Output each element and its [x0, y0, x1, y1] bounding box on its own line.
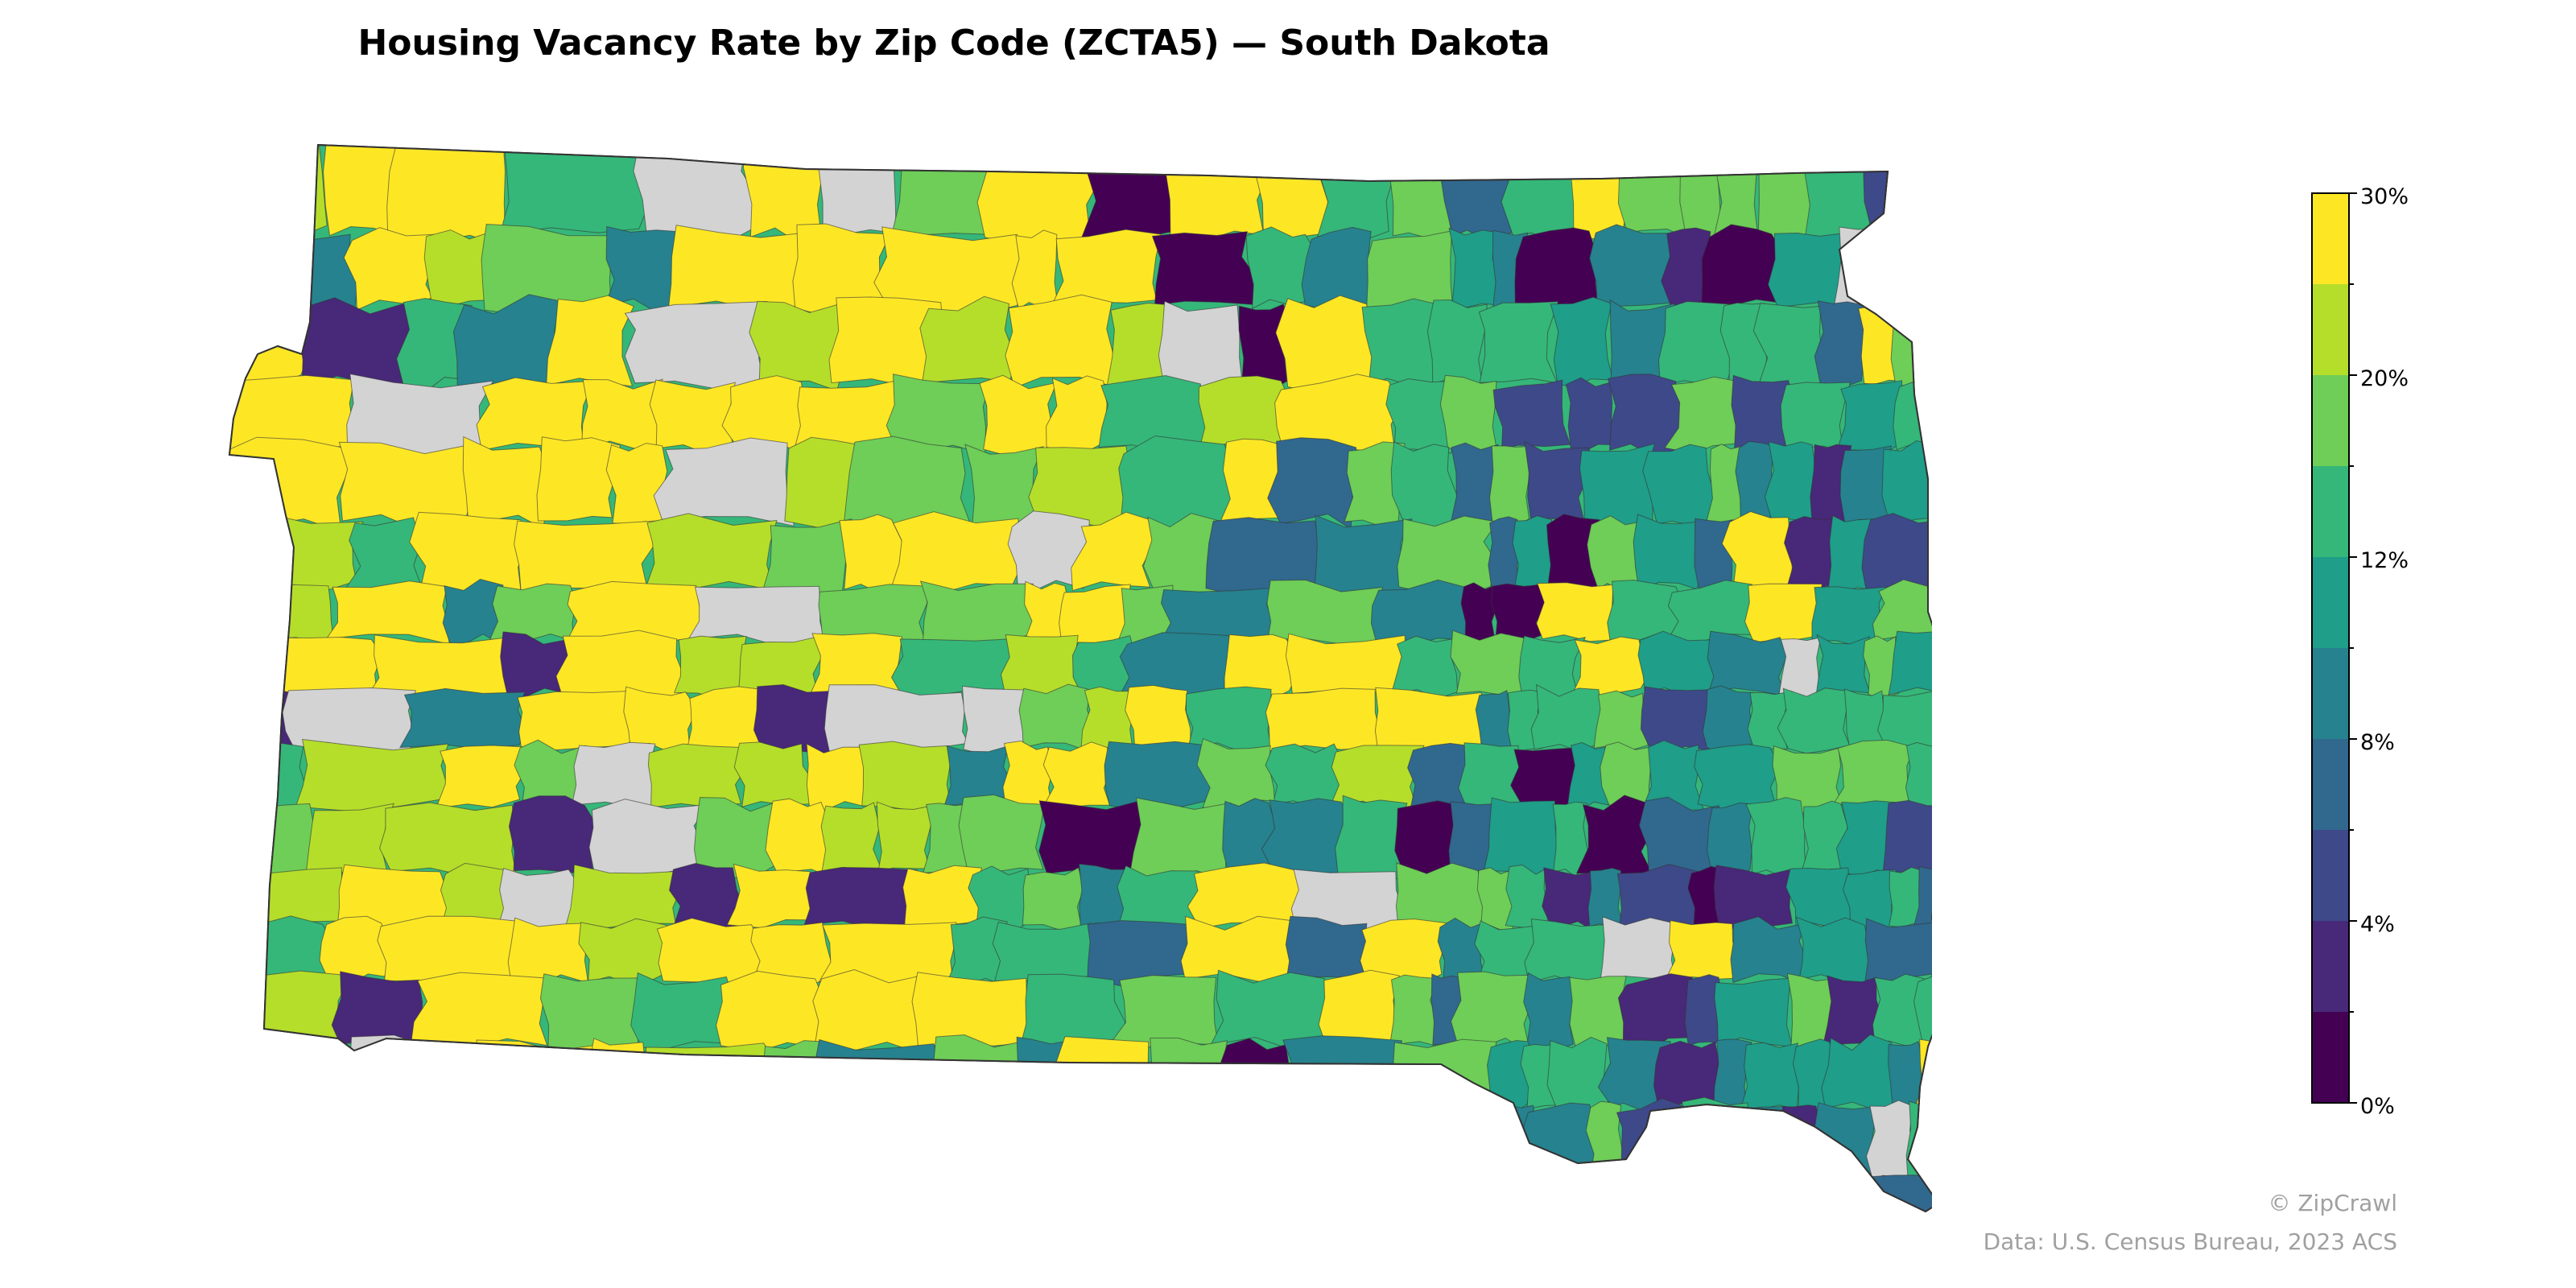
zcta-region — [1707, 802, 1753, 877]
colorbar-label-8: 8% — [2360, 730, 2395, 755]
zcta-region — [435, 745, 528, 809]
data-source-text: Data: U.S. Census Bureau, 2023 ACS — [1983, 1228, 2397, 1255]
colorbar-swatches — [2312, 193, 2349, 1104]
colorbar-swatch — [2312, 830, 2349, 922]
zcta-region — [1071, 511, 1158, 592]
zcta-region — [1713, 865, 1795, 930]
zcta-region — [653, 437, 795, 527]
colorbar-swatch — [2312, 557, 2349, 649]
zcta-region — [1224, 634, 1298, 701]
zcta-region — [546, 295, 634, 387]
zcta-region — [1913, 976, 1932, 1051]
colorbar-swatch — [2312, 648, 2349, 740]
zcta-region — [958, 794, 1046, 873]
zcta-region — [536, 436, 621, 522]
zcta-region — [1523, 972, 1577, 1052]
zcta-region — [647, 743, 749, 808]
zcta-region — [1360, 919, 1448, 989]
zcta-region — [1888, 630, 1932, 696]
zcta-region — [1007, 510, 1090, 590]
colorbar-tick-labels: 30% 20% 12% 8% 4% 0% — [2360, 184, 2409, 1119]
zcta-region — [1876, 691, 1932, 758]
zcta-region — [410, 972, 556, 1051]
colorbar-label-30: 30% — [2360, 184, 2409, 209]
zcta-region — [1864, 918, 1932, 985]
zcta-region — [1905, 741, 1932, 811]
colorbar-label-4: 4% — [2360, 912, 2395, 937]
zcta-region — [1397, 515, 1499, 598]
zcta-region — [1385, 378, 1458, 454]
colorbar-swatch — [2312, 921, 2349, 1013]
map-title: Housing Vacancy Rate by Zip Code (ZCTA5)… — [357, 23, 1550, 64]
colorbar-swatch — [2312, 1012, 2349, 1104]
zcta-region — [1567, 741, 1613, 811]
zcta-region — [1814, 300, 1868, 386]
choropleth-map — [229, 144, 1932, 1212]
zcta-region — [1882, 799, 1932, 881]
colorbar-label-0: 0% — [2360, 1094, 2395, 1119]
zcta-region — [1570, 636, 1648, 700]
zcta-region — [1913, 865, 1932, 933]
colorbar-swatch — [2312, 466, 2349, 558]
colorbar-ticks — [2349, 192, 2357, 1104]
colorbar-label-12: 12% — [2360, 548, 2409, 573]
zcta-region — [873, 226, 1026, 316]
colorbar-swatch — [2312, 739, 2349, 831]
zcta-region — [1747, 690, 1793, 752]
colorbar-swatch — [2312, 375, 2349, 467]
colorbar-swatch — [2312, 284, 2349, 376]
zcta-region — [1593, 690, 1649, 751]
zcta-region — [399, 687, 527, 749]
credit-text: © ZipCrawl — [2268, 1190, 2397, 1216]
colorbar-swatch — [2312, 193, 2349, 285]
colorbar-label-20: 20% — [2360, 366, 2409, 391]
